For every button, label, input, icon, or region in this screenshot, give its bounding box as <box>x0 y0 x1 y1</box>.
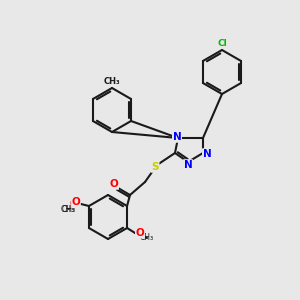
Text: O: O <box>70 199 78 209</box>
Text: CH₃: CH₃ <box>140 233 154 242</box>
Text: N: N <box>202 149 211 159</box>
Text: N: N <box>172 132 182 142</box>
Text: O: O <box>72 197 80 207</box>
Text: N: N <box>184 160 192 170</box>
Text: O: O <box>110 179 118 189</box>
Text: Cl: Cl <box>217 38 227 47</box>
Text: CH₃: CH₃ <box>104 77 120 86</box>
Text: Cl: Cl <box>217 38 227 47</box>
Text: N: N <box>184 160 192 170</box>
Text: CH₃: CH₃ <box>62 205 76 214</box>
Text: O: O <box>136 230 144 240</box>
Text: N: N <box>172 132 182 142</box>
Text: S: S <box>151 162 159 172</box>
Text: CH₃: CH₃ <box>104 77 120 86</box>
Text: CH₃: CH₃ <box>61 205 75 214</box>
Text: S: S <box>151 162 159 172</box>
Text: O: O <box>110 179 118 189</box>
Text: O: O <box>136 228 144 238</box>
Text: N: N <box>202 149 211 159</box>
